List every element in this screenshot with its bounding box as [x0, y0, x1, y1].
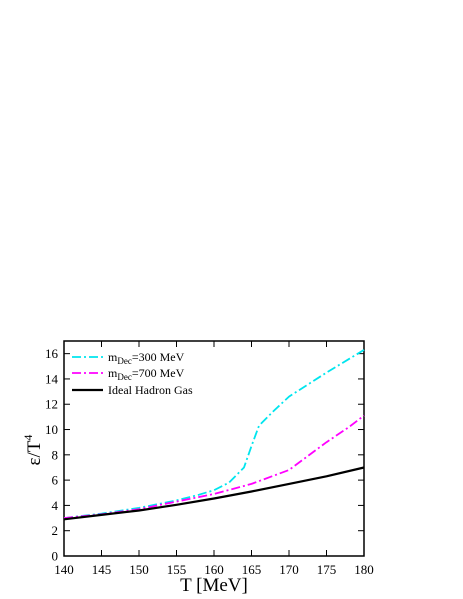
- legend-label-subscript: Dec: [117, 372, 132, 382]
- y-axis-title-main: ε/T: [24, 440, 45, 465]
- legend-label-rest: =300 MeV: [132, 350, 185, 364]
- x-tick-label: 175: [317, 562, 337, 577]
- x-tick-label: 140: [54, 562, 74, 577]
- series-line-1: [63, 349, 365, 519]
- x-tick-label: 145: [92, 562, 112, 577]
- y-tick-label: 2: [52, 523, 59, 538]
- x-tick-label: 150: [129, 562, 149, 577]
- legend-label-main: m: [108, 350, 118, 364]
- legend-label-2: mDec=700 MeV: [108, 366, 185, 382]
- y-tick-label: 12: [45, 397, 58, 412]
- legend-label-main: Ideal Hadron Gas: [108, 383, 193, 397]
- legend-label-rest: =700 MeV: [132, 366, 185, 380]
- x-tick-label: 170: [279, 562, 299, 577]
- x-tick-label: 180: [354, 562, 374, 577]
- series-line-3: [63, 466, 365, 521]
- x-axis-title: T [MeV]: [180, 575, 248, 596]
- y-tick-label: 16: [45, 346, 59, 361]
- legend-label-main: m: [108, 366, 118, 380]
- y-axis-title: ε/T4: [21, 435, 45, 466]
- y-tick-label: 0: [52, 549, 59, 564]
- legend-label-subscript: Dec: [117, 356, 132, 366]
- x-tick-label: 155: [167, 562, 187, 577]
- svg-text:ε/T4: ε/T4: [21, 435, 45, 466]
- y-tick-label: 14: [45, 371, 59, 386]
- x-tick-label: 160: [204, 562, 224, 577]
- y-tick-label: 6: [52, 473, 59, 488]
- x-tick-label: 165: [242, 562, 262, 577]
- legend-label-1: mDec=300 MeV: [108, 350, 185, 366]
- legend-label-3: Ideal Hadron Gas: [108, 383, 193, 397]
- ticks-layer: 140 145 150 155 160 165 170 175 180 0 2 4 6 8 10 12 14 16: [45, 341, 374, 577]
- y-tick-label: 10: [45, 422, 58, 437]
- y-tick-label: 8: [52, 447, 59, 462]
- y-axis-title-superscript: 4: [21, 435, 35, 441]
- series-layer: [63, 349, 365, 521]
- series-line-2: [63, 414, 365, 519]
- y-tick-label: 4: [52, 498, 59, 513]
